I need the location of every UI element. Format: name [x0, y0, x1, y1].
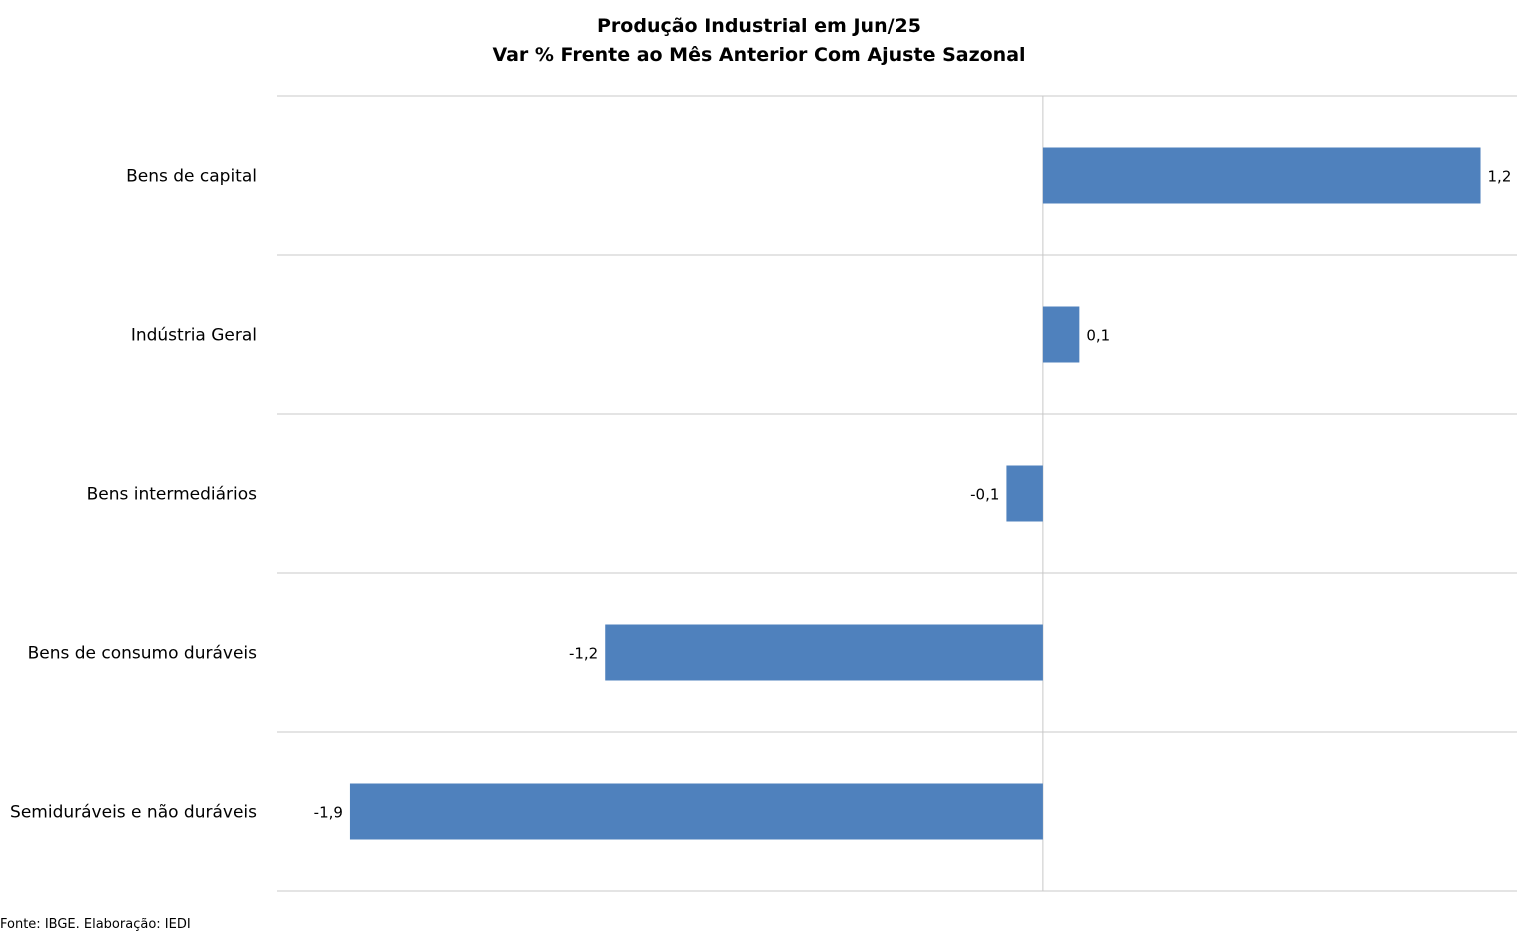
data-label: -0,1 [970, 486, 999, 504]
category-label: Bens de consumo duráveis [28, 644, 258, 664]
bar [349, 783, 1043, 840]
bars [349, 147, 1481, 840]
bar [1006, 465, 1043, 522]
bar [1042, 147, 1481, 204]
category-label: Bens intermediários [87, 485, 258, 505]
data-label: -1,9 [314, 804, 343, 822]
bar [1042, 306, 1080, 363]
chart-subtitle: Var % Frente ao Mês Anterior Com Ajuste … [492, 44, 1025, 66]
data-label: -1,2 [569, 645, 598, 663]
category-label: Bens de capital [126, 167, 257, 187]
data-label: 1,2 [1488, 168, 1512, 186]
chart: Produção Industrial em Jun/25 Var % Fren… [10, 15, 1517, 892]
category-label: Semiduráveis e não duráveis [10, 803, 257, 823]
chart-title: Produção Industrial em Jun/25 [597, 15, 921, 37]
labels: Bens de capital 1,2 Indústria Geral 0,1 Bens… [10, 167, 1511, 823]
data-label: 0,1 [1086, 327, 1110, 345]
gridlines [277, 95, 1517, 892]
category-label: Indústria Geral [131, 326, 257, 346]
bar [605, 624, 1043, 681]
source-note: Fonte: IBGE. Elaboração: IEDI [0, 917, 191, 932]
